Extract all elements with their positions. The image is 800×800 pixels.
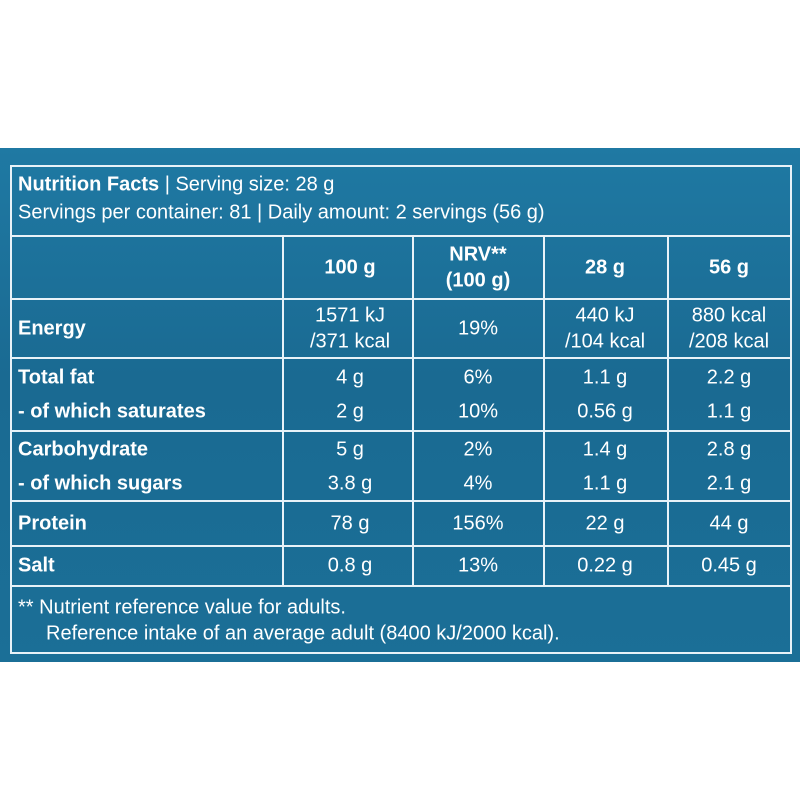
column-header: 28 g [584, 256, 626, 279]
border [667, 235, 669, 586]
border [282, 235, 284, 586]
cell: 0.8 g [327, 554, 373, 577]
border [10, 652, 791, 654]
header-line2: Servings per container: 81 | Daily amoun… [18, 201, 545, 224]
cell: 156% [452, 512, 504, 535]
border [10, 500, 791, 502]
cell: /208 kcal [688, 330, 770, 353]
title: Nutrition Facts [18, 173, 160, 196]
cell: 2.8 g [706, 438, 752, 461]
cell: /371 kcal [309, 330, 391, 353]
panel [0, 148, 800, 662]
cell: 22 g [585, 512, 625, 535]
cell: 19% [457, 317, 499, 340]
cell: 0.56 g [577, 400, 633, 423]
cell: 5 g [336, 438, 364, 461]
border [10, 235, 791, 237]
cell: 1.1 g [706, 400, 752, 423]
border [10, 430, 791, 432]
column-header: (100 g) [445, 269, 511, 292]
cell: 13% [457, 554, 499, 577]
header-line1: Nutrition Facts | Serving size: 28 g [18, 174, 334, 197]
cell: 1.1 g [582, 472, 628, 495]
border [543, 235, 545, 586]
border [10, 298, 791, 300]
cell: 2% [463, 438, 493, 461]
cell: 6% [463, 366, 493, 389]
border [10, 165, 791, 167]
cell: 10% [457, 400, 499, 423]
row-label: Carbohydrate [18, 438, 149, 461]
footnote: ** Nutrient reference value for adults. [18, 596, 346, 619]
cell: 2.2 g [706, 366, 752, 389]
cell: 78 g [330, 512, 370, 535]
border [10, 545, 791, 547]
cell: 2 g [336, 400, 364, 423]
cell: 1.1 g [582, 366, 628, 389]
column-header: 56 g [708, 256, 750, 279]
cell: 440 kJ [575, 304, 635, 327]
serving: | Serving size: 28 g [164, 173, 335, 196]
cell: 880 kcal [691, 304, 767, 327]
row-label: - of which saturates [18, 400, 206, 423]
border [412, 235, 414, 586]
cell: 1.4 g [582, 438, 628, 461]
cell: 3.8 g [327, 472, 373, 495]
footnote: Reference intake of an average adult (84… [46, 622, 560, 645]
cell: 2.1 g [706, 472, 752, 495]
cell: 4 g [336, 366, 364, 389]
cell: /104 kcal [564, 330, 646, 353]
cell: 44 g [709, 512, 749, 535]
border [790, 165, 792, 654]
row-label: - of which sugars [18, 472, 183, 495]
row-label: Energy [18, 317, 86, 340]
cell: 0.22 g [577, 554, 633, 577]
column-header: 100 g [324, 256, 376, 279]
border [10, 165, 12, 654]
row-label: Salt [18, 554, 55, 577]
border [10, 585, 791, 587]
cell: 0.45 g [701, 554, 757, 577]
row-label: Total fat [18, 366, 95, 389]
border [10, 357, 791, 359]
column-header: NRV** [449, 243, 507, 266]
row-label: Protein [18, 512, 87, 535]
cell: 1571 kJ [314, 304, 386, 327]
cell: 4% [463, 472, 493, 495]
